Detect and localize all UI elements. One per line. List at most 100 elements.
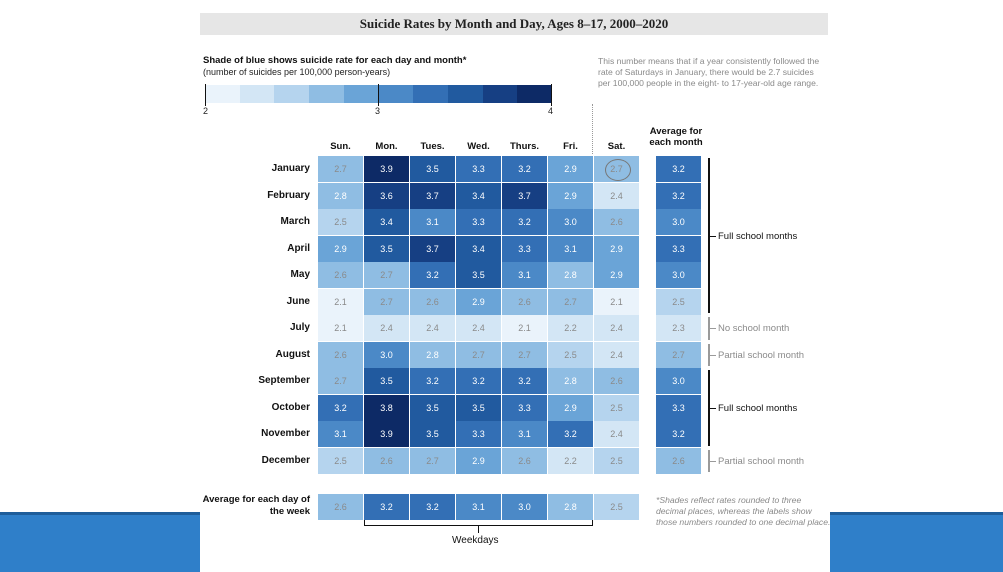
row-label: March [280,216,310,227]
scale-label-min: 2 [203,106,209,116]
row-label: June [286,295,310,307]
heatmap-cell: 3.0 [364,341,409,368]
scale-tick-max [551,84,552,106]
heatmap-cell: 2.1 [318,315,363,341]
weekdays-label: Weekdays [452,535,499,546]
heatmap-cell: 3.3 [502,394,547,421]
heatmap-cell: 3.4 [456,235,501,262]
heatmap-cell: 2.2 [548,447,593,474]
heatmap-cell: 3.9 [364,156,409,182]
school-bracket-label: No school month [718,323,790,335]
heatmap-cell: 3.5 [456,394,501,421]
month-average-cell: 3.2 [656,156,701,182]
heatmap-cell: 2.1 [318,288,363,315]
heatmap-cell: 3.1 [318,421,363,447]
weekdays-bracket-left [364,520,365,526]
scale-swatch [309,85,344,103]
heatmap-cell: 3.9 [364,421,409,447]
scale-swatch [517,85,553,103]
heatmap-cell: 3.5 [410,394,455,421]
scale-swatch [343,85,379,103]
heatmap-cell: 2.9 [548,394,593,421]
heatmap-cell: 2.4 [594,182,639,209]
scale-swatch [413,85,448,103]
column-header: Mon. [375,141,398,152]
heatmap-cell: 3.7 [410,235,455,262]
column-header: Tues. [420,141,445,152]
month-average-cell: 3.0 [656,368,701,394]
heatmap-cell: 2.8 [548,262,593,288]
month-average-cell: 2.3 [656,315,701,341]
day-average-cell: 2.5 [594,494,639,520]
heatmap-cell: 2.7 [410,447,455,474]
column-header: Wed. [467,141,490,152]
heatmap-cell: 2.9 [318,235,363,262]
scale-tick-min [205,84,206,106]
heatmap-cell: 3.5 [410,421,455,447]
heatmap-cell: 2.4 [364,315,409,341]
heatmap-cell: 3.3 [502,235,547,262]
weekdays-bracket-right [592,520,593,526]
heatmap-cell: 2.7 [364,262,409,288]
month-average-cell: 2.6 [656,447,701,474]
heatmap-cell: 2.9 [456,447,501,474]
heatmap-cell: 2.4 [594,315,639,341]
heatmap-cell: 2.5 [594,447,639,474]
heatmap-cell: 2.7 [456,341,501,368]
row-label: April [287,242,310,254]
heatmap-cell: 3.2 [410,368,455,394]
heatmap-cell: 3.2 [456,368,501,394]
column-header: Sun. [330,141,351,152]
heatmap-cell: 2.7 [548,288,593,315]
heatmap-cell: 2.6 [318,262,363,288]
heatmap-cell: 2.7 [502,341,547,368]
heatmap-cell: 3.2 [502,156,547,182]
day-average-cell: 2.6 [318,494,363,520]
heatmap-cell: 2.5 [318,209,363,235]
school-bracket-label: Full school months [718,402,798,414]
heatmap-cell: 2.4 [410,315,455,341]
school-bracket-tick [708,407,716,409]
row-label: February [267,189,310,201]
row-label: January [271,163,310,174]
heatmap-cell: 3.4 [456,182,501,209]
day-average-cell: 2.8 [548,494,593,520]
heatmap-cell: 3.4 [364,209,409,235]
heatmap-cell: 2.4 [456,315,501,341]
month-average-cell: 3.0 [656,209,701,235]
heatmap-cell: 3.3 [456,421,501,447]
row-label: December [261,454,310,466]
scale-swatch [447,85,483,103]
month-average-cell: 2.5 [656,288,701,315]
weekdays-bracket-center [478,525,479,533]
heatmap-cell: 3.1 [548,235,593,262]
school-bracket-label: Full school months [718,230,798,242]
heatmap-cell: 2.6 [502,288,547,315]
day-average-cell: 3.0 [502,494,547,520]
month-average-cell: 3.3 [656,394,701,421]
heatmap-cell: 2.1 [594,288,639,315]
month-average-cell: 3.2 [656,182,701,209]
day-average-cell: 3.1 [456,494,501,520]
day-average-cell: 3.2 [410,494,455,520]
legend-subheading: (number of suicides per 100,000 person-y… [203,67,391,77]
scale-swatch [205,85,240,103]
heatmap-cell: 3.2 [548,421,593,447]
heatmap-cell: 3.2 [410,262,455,288]
row-label: August [275,348,310,360]
heatmap-cell: 2.9 [548,182,593,209]
heatmap-cell: 2.6 [410,288,455,315]
heatmap-cell: 2.7 [364,288,409,315]
column-header: Sat. [607,141,626,152]
heatmap-cell: 2.6 [502,447,547,474]
row-label: October [271,401,310,413]
heatmap-cell: 3.5 [410,156,455,182]
heatmap-cell: 2.8 [318,182,363,209]
row-label: May [290,269,310,280]
color-scale [205,85,553,103]
heatmap-cell: 2.5 [594,394,639,421]
average-month-header: Average for each month [649,126,703,148]
chart-title: Suicide Rates by Month and Day, Ages 8–1… [200,13,828,35]
heatmap-cell: 2.5 [548,341,593,368]
heatmap-cell: 2.4 [594,421,639,447]
